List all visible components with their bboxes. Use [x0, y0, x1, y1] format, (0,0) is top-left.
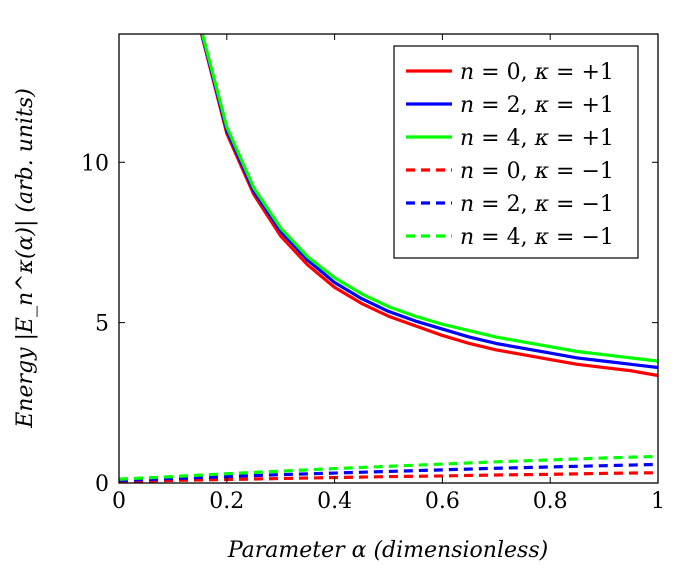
x-tick-label: 1: [651, 489, 665, 514]
x-tick-label: 0.6: [425, 489, 460, 514]
x-tick-label: 0: [112, 489, 126, 514]
series-line-0: [199, 34, 658, 378]
x-tick-label: 0.2: [209, 489, 244, 514]
x-tick-label: 0.4: [317, 489, 352, 514]
series-line-2: [200, 34, 658, 363]
y-axis-label: Energy |E_n^κ(α)| (arb. units): [13, 88, 38, 429]
x-tick-label: 0.8: [533, 489, 568, 514]
legend-label-4: n = 2, κ = −1: [460, 192, 614, 217]
legend-label-5: n = 4, κ = −1: [460, 225, 614, 250]
legend-label-2: n = 4, κ = +1: [460, 126, 614, 151]
legend-label-0: n = 0, κ = +1: [460, 60, 614, 85]
legend: n = 0, κ = +1 n = 2, κ = +1 n = 4, κ = +1 n…: [393, 45, 639, 259]
legend-label-3: n = 0, κ = −1: [460, 159, 614, 184]
legend-label-1: n = 2, κ = +1: [460, 93, 614, 118]
y-tick-label: 5: [95, 312, 109, 337]
x-axis-label: Parameter α (dimensionless): [227, 538, 548, 563]
legend-box: [393, 45, 639, 259]
y-tick-label: 10: [81, 151, 109, 176]
series-line-1: [200, 34, 658, 370]
y-tick-label: 0: [95, 472, 109, 497]
plot-frame: [118, 33, 659, 484]
series-layer: [119, 34, 658, 483]
